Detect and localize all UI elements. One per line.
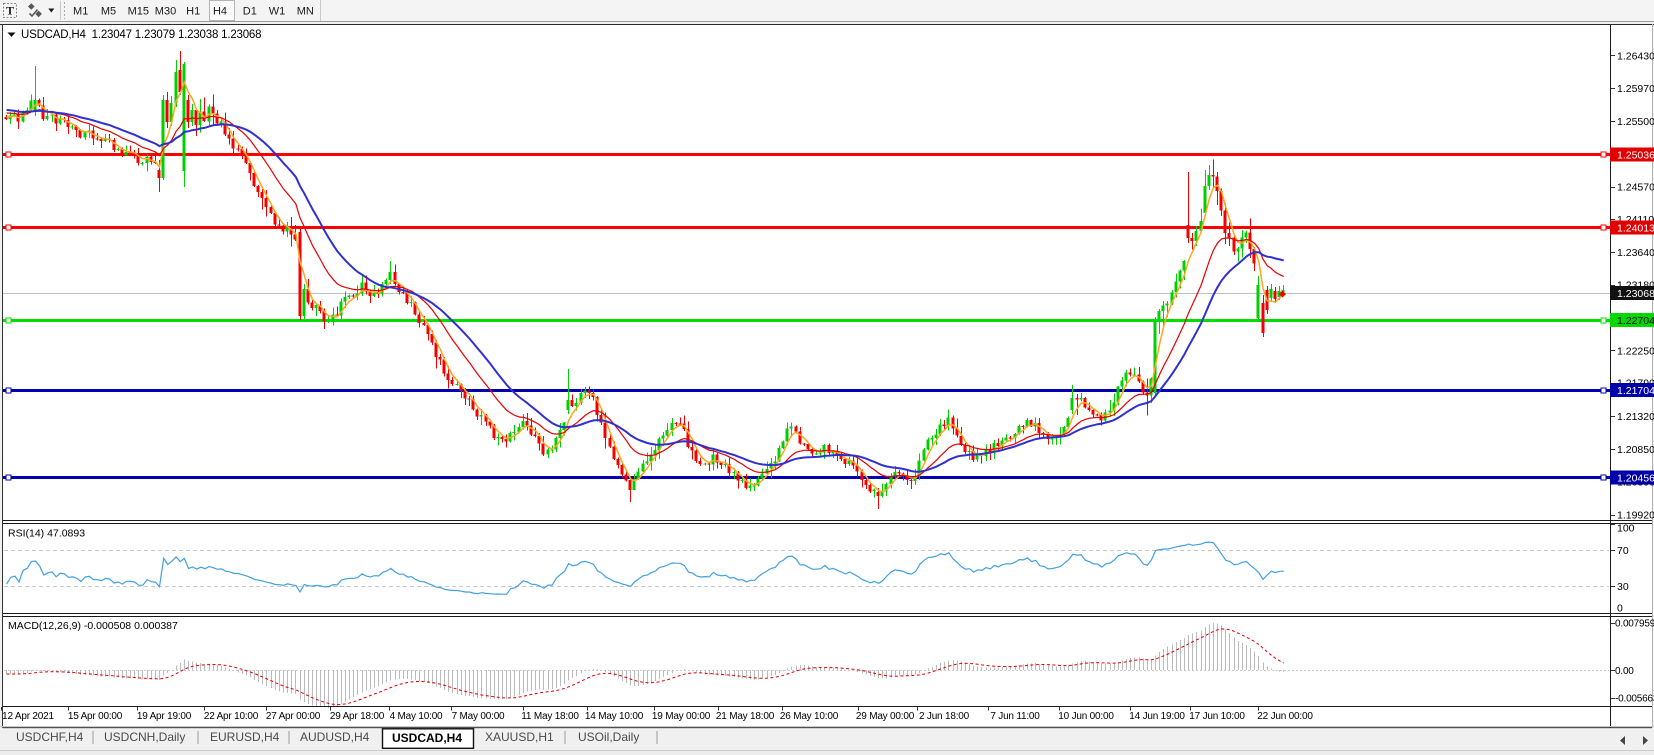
svg-text:0.00: 0.00 bbox=[1615, 666, 1634, 677]
svg-text:26 May 10:00: 26 May 10:00 bbox=[780, 711, 839, 722]
svg-text:12 Apr 2021: 12 Apr 2021 bbox=[2, 711, 54, 722]
svg-text:1.22704: 1.22704 bbox=[1617, 315, 1654, 327]
svg-text:19 May 00:00: 19 May 00:00 bbox=[652, 711, 711, 722]
svg-text:XAUUSD,H1: XAUUSD,H1 bbox=[485, 730, 554, 744]
svg-text:USDCNH,Daily: USDCNH,Daily bbox=[104, 730, 185, 744]
svg-text:1.22250: 1.22250 bbox=[1617, 345, 1654, 357]
svg-text:30: 30 bbox=[1617, 581, 1629, 593]
svg-text:-0.005663: -0.005663 bbox=[1615, 694, 1654, 705]
svg-text:29 Apr 18:00: 29 Apr 18:00 bbox=[330, 711, 385, 722]
svg-text:M5: M5 bbox=[101, 6, 116, 18]
svg-text:1.19920: 1.19920 bbox=[1617, 510, 1654, 522]
svg-text:2 Jun 18:00: 2 Jun 18:00 bbox=[919, 711, 970, 722]
svg-text:MACD(12,26,9) -0.000508 0.0003: MACD(12,26,9) -0.000508 0.000387 bbox=[8, 620, 178, 632]
svg-text:1.24570: 1.24570 bbox=[1617, 182, 1654, 194]
svg-text:M1: M1 bbox=[73, 6, 88, 18]
svg-text:USDCHF,H4: USDCHF,H4 bbox=[16, 730, 84, 744]
svg-text:11 May 18:00: 11 May 18:00 bbox=[521, 711, 579, 722]
svg-text:15 Apr 00:00: 15 Apr 00:00 bbox=[68, 711, 123, 722]
svg-text:1.25970: 1.25970 bbox=[1617, 83, 1654, 95]
svg-text:4 May 10:00: 4 May 10:00 bbox=[390, 711, 443, 722]
svg-text:10 Jun 00:00: 10 Jun 00:00 bbox=[1058, 711, 1114, 722]
svg-text:19 Apr 19:00: 19 Apr 19:00 bbox=[137, 711, 192, 722]
svg-text:1.26430: 1.26430 bbox=[1617, 50, 1654, 62]
svg-text:1.23068: 1.23068 bbox=[1617, 288, 1654, 300]
svg-text:27 Apr 00:00: 27 Apr 00:00 bbox=[266, 711, 321, 722]
svg-text:0.007959: 0.007959 bbox=[1615, 619, 1654, 630]
svg-text:D1: D1 bbox=[243, 6, 257, 18]
svg-text:1.23640: 1.23640 bbox=[1617, 247, 1654, 259]
svg-text:MN: MN bbox=[297, 6, 314, 18]
svg-text:100: 100 bbox=[1617, 523, 1635, 535]
svg-text:1.25500: 1.25500 bbox=[1617, 116, 1654, 128]
svg-text:1.21320: 1.21320 bbox=[1617, 411, 1654, 423]
svg-text:H1: H1 bbox=[186, 6, 200, 18]
svg-text:7 May 00:00: 7 May 00:00 bbox=[452, 711, 505, 722]
svg-text:H4: H4 bbox=[213, 6, 227, 18]
svg-text:RSI(14) 47.0893: RSI(14) 47.0893 bbox=[8, 528, 85, 540]
svg-text:M30: M30 bbox=[155, 6, 176, 18]
svg-text:USOil,Daily: USOil,Daily bbox=[578, 730, 639, 744]
svg-text:1.21704: 1.21704 bbox=[1617, 385, 1654, 397]
svg-text:AUDUSD,H4: AUDUSD,H4 bbox=[300, 730, 370, 744]
svg-text:29 May 00:00: 29 May 00:00 bbox=[856, 711, 915, 722]
svg-text:14 Jun 19:00: 14 Jun 19:00 bbox=[1129, 711, 1185, 722]
svg-text:W1: W1 bbox=[269, 6, 286, 18]
svg-text:M15: M15 bbox=[128, 6, 149, 18]
svg-text:1.24013: 1.24013 bbox=[1617, 222, 1654, 234]
svg-text:1.25036: 1.25036 bbox=[1617, 149, 1654, 161]
svg-text:T: T bbox=[6, 4, 14, 18]
svg-text:22 Apr 10:00: 22 Apr 10:00 bbox=[204, 711, 259, 722]
svg-text:1.20850: 1.20850 bbox=[1617, 444, 1654, 456]
svg-text:USDCAD,H4: USDCAD,H4 bbox=[392, 731, 462, 745]
svg-text:22 Jun 00:00: 22 Jun 00:00 bbox=[1257, 711, 1313, 722]
svg-text:70: 70 bbox=[1617, 545, 1629, 557]
svg-text:7 Jun 11:00: 7 Jun 11:00 bbox=[990, 711, 1040, 722]
svg-text:14 May 10:00: 14 May 10:00 bbox=[585, 711, 644, 722]
svg-text:USDCAD,H4 1.23047 1.23079 1.2: USDCAD,H4 1.23047 1.23079 1.23038 1.2306… bbox=[21, 29, 261, 41]
svg-text:EURUSD,H4: EURUSD,H4 bbox=[210, 730, 280, 744]
svg-text:0: 0 bbox=[1617, 603, 1623, 615]
svg-text:17 Jun 10:00: 17 Jun 10:00 bbox=[1189, 711, 1245, 722]
svg-text:21 May 18:00: 21 May 18:00 bbox=[716, 711, 775, 722]
svg-text:1.20456: 1.20456 bbox=[1617, 472, 1654, 484]
